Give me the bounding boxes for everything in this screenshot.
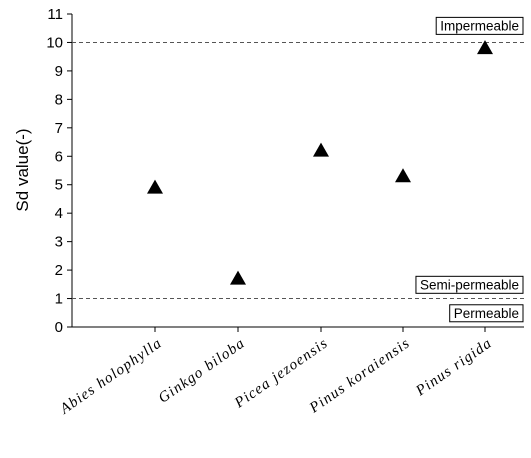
- zone-annotation: Semi-permeable: [415, 275, 524, 294]
- y-tick-label: 6: [55, 148, 63, 165]
- y-tick-label: 5: [55, 177, 63, 194]
- y-ticks: 0 1 2 3 4 5 6 7 8 9 10 11: [46, 6, 72, 336]
- y-tick-label: 11: [47, 6, 63, 23]
- data-point-triangle: [395, 168, 411, 183]
- zone-annotation: Permeable: [449, 304, 524, 323]
- zone-annotations: Impermeable Semi-permeable Permeable: [415, 16, 524, 323]
- y-tick-label: 4: [55, 205, 63, 222]
- y-axis-title: Sd value(-): [13, 128, 32, 211]
- y-tick-label: 8: [55, 91, 63, 108]
- y-tick-label: 2: [55, 262, 63, 279]
- y-tick-label: 10: [46, 34, 63, 51]
- data-point-triangle: [147, 179, 163, 194]
- y-tick-label: 0: [55, 319, 63, 336]
- y-tick-label: 9: [55, 63, 63, 80]
- data-markers: [147, 40, 493, 285]
- x-category-label: Abies holophylla: [57, 335, 166, 418]
- zone-annotation: Impermeable: [435, 16, 524, 35]
- annotation-box: [449, 304, 524, 323]
- annotation-box: [435, 16, 524, 35]
- data-point-triangle: [230, 270, 246, 285]
- annotation-text: Impermeable: [440, 18, 519, 33]
- annotation-text: Permeable: [454, 306, 519, 321]
- reference-lines: [72, 41, 524, 300]
- data-point-triangle: [313, 142, 329, 157]
- data-point-triangle: [477, 40, 493, 55]
- annotation-text: Semi-permeable: [420, 277, 519, 292]
- y-tick-label: 1: [55, 291, 63, 308]
- y-tick-label: 7: [55, 120, 63, 137]
- annotation-box: [415, 275, 524, 294]
- x-category-label: Pinus rigida: [412, 335, 495, 400]
- y-tick-label: 3: [55, 234, 63, 251]
